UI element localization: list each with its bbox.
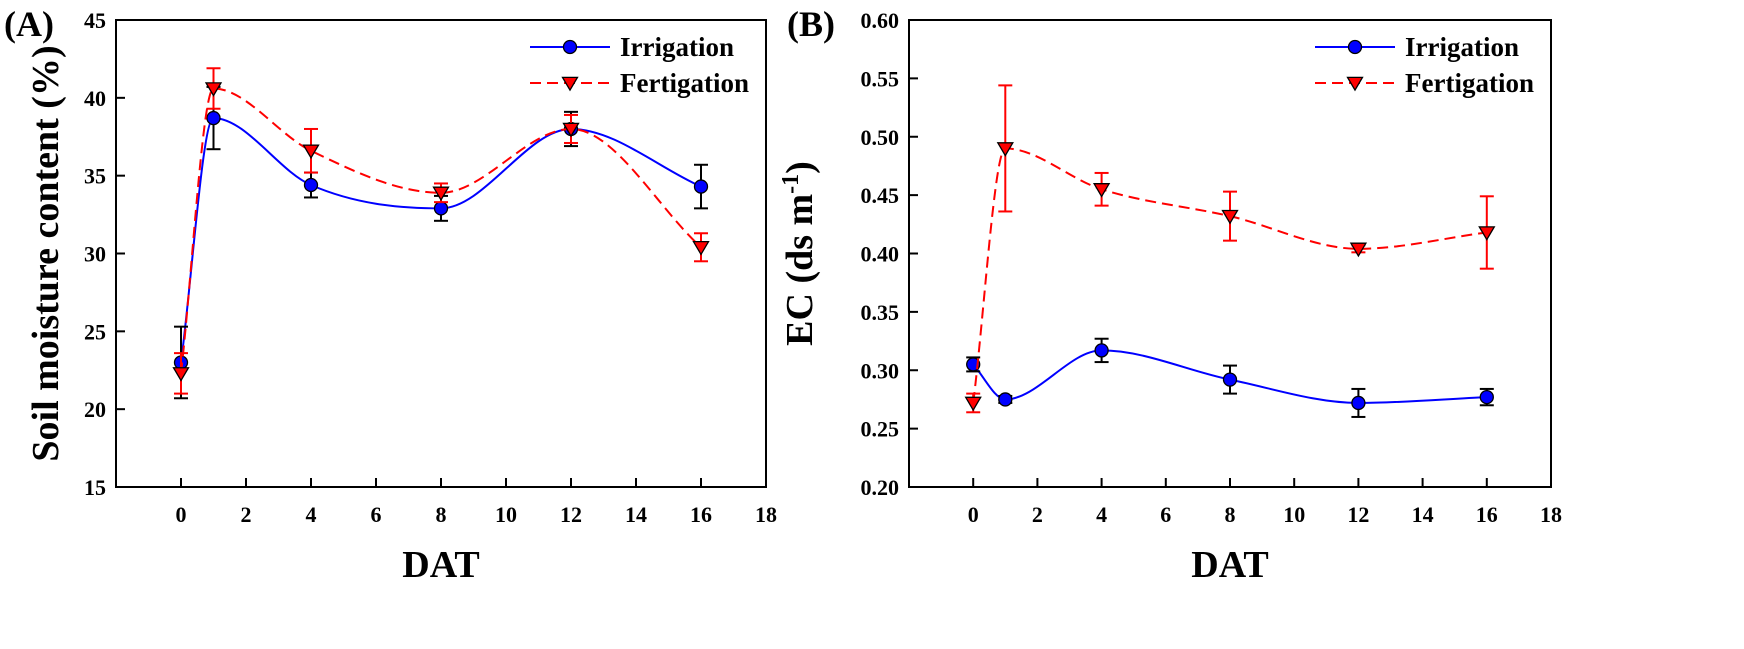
y-tick-label: 15 <box>84 475 106 500</box>
y-tick-label: 0.25 <box>861 417 900 442</box>
x-tick-label: 8 <box>436 502 447 527</box>
x-tick-label: 16 <box>1476 502 1498 527</box>
y-axis-title: Soil moisture content (%) <box>25 45 67 461</box>
y-axis-title: EC (ds m-1) <box>778 161 821 346</box>
data-point <box>302 144 320 160</box>
chart-panel-1: 15 20 25 30 35 40 45 0 2 4 6 8 10 12 14 16 18 DAT Soil moi… <box>4 4 777 586</box>
x-axis-title: DAT <box>402 544 479 586</box>
x-tick-label: 12 <box>1347 502 1369 527</box>
series-irrigation <box>966 337 1494 418</box>
x-tick-label: 6 <box>371 502 382 527</box>
x-axis: 0 2 4 6 8 10 12 14 16 18 <box>176 478 777 527</box>
series-irrigation <box>173 85 709 400</box>
data-point <box>1349 242 1368 258</box>
y-tick-label: 0.30 <box>861 358 900 383</box>
x-tick-label: 0 <box>968 502 979 527</box>
series-line <box>972 147 1487 404</box>
x-tick-label: 14 <box>1412 502 1434 527</box>
data-point <box>1478 226 1496 241</box>
data-point <box>996 142 1014 157</box>
y-tick-label: 0.55 <box>861 66 900 91</box>
data-point <box>432 186 450 202</box>
data-point <box>433 201 449 216</box>
x-tick-label: 4 <box>1096 502 1107 527</box>
series-fertigation <box>172 67 710 395</box>
series-line <box>180 87 702 374</box>
data-point <box>998 392 1013 407</box>
y-tick-label: 30 <box>84 242 106 267</box>
x-tick-label: 14 <box>625 502 647 527</box>
data-point <box>1092 183 1111 198</box>
y-tick-label: 45 <box>84 8 106 33</box>
y-tick-label: 0.20 <box>861 475 900 500</box>
x-tick-label: 6 <box>1160 502 1171 527</box>
y-tick-label: 0.35 <box>861 300 900 325</box>
series-fertigation <box>964 84 1496 414</box>
chart-panel-2: 0.20 0.25 0.30 0.35 0.40 0.45 0.50 0.55 0.60 0 2 4 6… <box>778 4 1562 586</box>
x-tick-label: 2 <box>1032 502 1043 527</box>
y-tick-label: 20 <box>84 397 106 422</box>
data-point <box>1479 389 1494 405</box>
legend-label: Irrigation <box>1405 32 1519 62</box>
data-point <box>1222 372 1238 387</box>
legend-marker <box>561 76 579 92</box>
x-tick-label: 0 <box>176 502 187 527</box>
y-axis: 15 20 25 30 35 40 45 <box>84 8 125 500</box>
y-tick-label: 0.45 <box>861 183 900 208</box>
panel-label: (B) <box>787 4 835 44</box>
x-tick-label: 12 <box>560 502 582 527</box>
x-axis: 0 2 4 6 8 10 12 14 16 18 <box>968 478 1562 527</box>
data-point <box>1351 395 1366 411</box>
legend-label: Fertigation <box>620 68 749 98</box>
y-tick-label: 0.50 <box>861 125 900 150</box>
y-tick-label: 0.40 <box>861 242 900 267</box>
data-point <box>1094 343 1109 358</box>
data-point <box>206 110 221 126</box>
legend-marker <box>562 39 578 55</box>
data-point <box>172 367 190 382</box>
data-point <box>964 396 982 412</box>
x-tick-label: 10 <box>495 502 517 527</box>
data-point <box>1221 209 1239 225</box>
y-tick-label: 40 <box>84 86 106 111</box>
data-point <box>303 177 319 193</box>
legend: Irrigation Fertigation <box>1315 32 1534 98</box>
data-point <box>562 122 580 138</box>
y-tick-label: 0.60 <box>861 8 900 33</box>
x-tick-label: 2 <box>241 502 252 527</box>
y-tick-label: 35 <box>84 164 106 189</box>
legend-marker <box>1347 39 1363 55</box>
x-tick-label: 18 <box>755 502 777 527</box>
y-tick-label: 25 <box>84 319 106 344</box>
data-point <box>204 82 223 97</box>
data-point <box>693 179 709 194</box>
legend: Irrigation Fertigation <box>530 32 749 98</box>
data-point <box>692 240 710 256</box>
legend-label: Irrigation <box>620 32 734 62</box>
x-tick-label: 8 <box>1225 502 1236 527</box>
x-tick-label: 10 <box>1283 502 1305 527</box>
series-line <box>180 117 702 363</box>
x-tick-label: 18 <box>1540 502 1562 527</box>
y-axis: 0.20 0.25 0.30 0.35 0.40 0.45 0.50 0.55 0.60 <box>861 8 918 500</box>
legend-label: Fertigation <box>1405 68 1534 98</box>
panel-label: (A) <box>4 4 54 44</box>
x-axis-title: DAT <box>1191 544 1268 586</box>
legend-marker <box>1346 76 1364 92</box>
x-tick-label: 16 <box>690 502 712 527</box>
x-tick-label: 4 <box>306 502 317 527</box>
